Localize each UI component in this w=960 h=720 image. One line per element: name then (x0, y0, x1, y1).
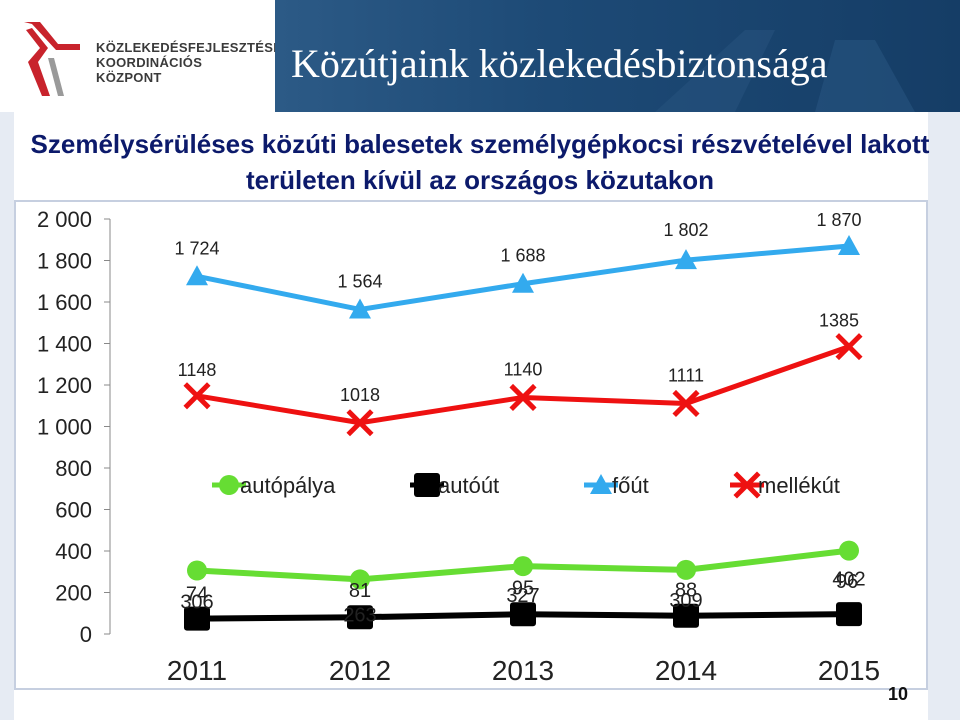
logo-line-3: KÖZPONT (96, 70, 162, 85)
data-label-mellékút: 1385 (819, 311, 859, 331)
data-label-főút: 1 688 (500, 246, 545, 266)
data-point-mellékút (835, 333, 863, 361)
y-tick-label: 0 (80, 622, 92, 647)
legend-label-főút: főút (612, 473, 649, 498)
y-tick-label: 2 000 (37, 207, 92, 232)
data-point-autóút (184, 606, 210, 631)
data-point-főút (186, 265, 208, 286)
data-label-mellékút: 1140 (504, 359, 543, 379)
x-tick-label: 2012 (329, 655, 391, 686)
data-point-autóút (836, 602, 862, 627)
y-tick-label: 1 600 (37, 290, 92, 315)
kkk-logo-icon (24, 22, 80, 96)
data-label-autópálya: 263 (343, 604, 376, 626)
chart-title: Személysérüléses közúti balesetek személ… (30, 129, 930, 195)
data-label-mellékút: 1111 (668, 365, 704, 385)
y-tick-label: 600 (55, 498, 92, 523)
legend-marker-autópálya (219, 475, 239, 495)
data-label-mellékút: 1148 (178, 360, 217, 380)
data-label-főút: 1 724 (174, 238, 219, 258)
y-tick-label: 200 (55, 581, 92, 606)
y-tick-label: 1 200 (37, 373, 92, 398)
logo-text: KÖZLEKEDÉSFEJLESZTÉSI KOORDINÁCIÓS KÖZPO… (96, 40, 277, 85)
data-point-autópálya (187, 560, 207, 581)
data-point-autóút (673, 603, 699, 628)
data-label-főút: 1 564 (337, 271, 382, 291)
y-tick-label: 1 000 (37, 415, 92, 440)
x-tick-label: 2013 (492, 655, 554, 686)
title-banner: Közútjaink közlekedésbiztonsága (275, 0, 960, 112)
data-label-autóút: 74 (186, 584, 208, 606)
chart-frame (14, 200, 928, 690)
logo-line-1: KÖZLEKEDÉSFEJLESZTÉSI (96, 40, 278, 55)
page-number: 10 (888, 684, 909, 704)
data-label-autóút: 95 (512, 577, 534, 599)
series-line-mellékút (196, 344, 850, 426)
logo-line-2: KOORDINÁCIÓS (96, 55, 203, 70)
data-point-mellékút (672, 389, 700, 418)
data-label-autópálya: 327 (506, 585, 539, 607)
data-point-főút (675, 249, 697, 270)
data-point-autópálya (676, 559, 696, 580)
x-tick-label: 2015 (818, 655, 880, 686)
right-decoration (928, 112, 960, 720)
data-point-autóút (510, 602, 536, 627)
data-label-autóút: 96 (836, 571, 858, 593)
x-tick-label: 2014 (655, 655, 717, 686)
y-tick-label: 1 400 (37, 332, 92, 357)
data-point-mellékút (183, 382, 211, 410)
data-label-autópálya: 309 (669, 590, 702, 612)
data-label-autóút: 88 (675, 580, 697, 602)
left-decoration (0, 112, 14, 720)
banner-road-illustration (655, 30, 915, 112)
data-point-főút (349, 298, 371, 319)
page-title: Közútjaink közlekedésbiztonsága (291, 41, 828, 86)
data-label-autópálya: 306 (180, 592, 213, 614)
y-tick-label: 1 800 (37, 249, 92, 274)
legend-label-autópálya: autópálya (240, 473, 336, 498)
data-point-autópálya (839, 540, 859, 561)
legend-marker-mellékút (733, 471, 761, 499)
y-tick-label: 800 (55, 456, 92, 481)
data-label-autópálya: 402 (832, 569, 865, 591)
legend-label-mellékút: mellékút (758, 473, 840, 498)
data-point-autópálya (513, 556, 533, 577)
x-tick-label: 2011 (167, 655, 227, 686)
data-label-autóút: 81 (349, 580, 371, 602)
data-point-főút (838, 234, 860, 255)
data-label-főút: 1 870 (816, 210, 861, 230)
y-tick-label: 400 (55, 539, 92, 564)
data-label-mellékút: 1018 (340, 385, 380, 405)
header: KÖZLEKEDÉSFEJLESZTÉSI KOORDINÁCIÓS KÖZPO… (0, 0, 960, 112)
data-point-autópálya (350, 569, 370, 590)
data-point-főút (512, 272, 534, 293)
data-point-mellékút (346, 409, 374, 437)
legend-marker-főút (590, 474, 612, 494)
data-label-főút: 1 802 (663, 220, 708, 240)
legend-label-autóút: autóút (438, 473, 499, 498)
data-point-mellékút (509, 383, 537, 411)
data-point-autóút (347, 605, 373, 630)
legend-marker-autóút (414, 473, 440, 497)
